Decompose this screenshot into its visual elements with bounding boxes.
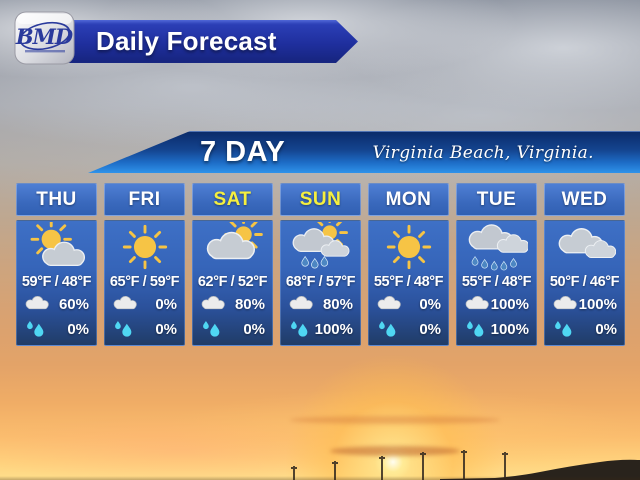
precip-percent: 100% <box>578 296 617 313</box>
treeline-silhouette <box>440 459 640 480</box>
cloud-streak <box>290 416 500 424</box>
precip-percent: 80% <box>322 296 353 313</box>
forecast-card-sun: SUN 68°F / 57°F 80% 100% <box>280 183 361 346</box>
precip-percent: 0% <box>67 321 89 338</box>
logo-swoosh <box>19 21 71 51</box>
hi-lo-temperature: 55°F / 48°F <box>461 274 532 290</box>
day-label: WED <box>544 183 625 216</box>
station-logo: BMD <box>14 11 75 65</box>
droplets-icon <box>112 320 138 339</box>
hi-lo-temperature: 68°F / 57°F <box>285 274 356 290</box>
rain-cloud-icon <box>112 295 138 314</box>
precip-row: 0% <box>369 317 448 342</box>
precip-percent: 100% <box>490 321 529 338</box>
forecast-card-wed: WED 50°F / 46°F 100% 0% <box>544 183 625 346</box>
utility-pole <box>420 452 426 480</box>
banner-title: Daily Forecast <box>96 26 277 56</box>
forecast-card-row: THU 59°F / 48°F 60% 0% FRI 65°F / 59°F <box>16 183 625 346</box>
precip-row: 100% <box>457 317 536 342</box>
card-body: 55°F / 48°F 0% 0% <box>368 220 449 346</box>
precip-row: 0% <box>17 317 96 342</box>
precip-row: 0% <box>369 292 448 317</box>
card-body: 55°F / 48°F 100% 100% <box>456 220 537 346</box>
card-body: 59°F / 48°F 60% 0% <box>16 220 97 346</box>
day-label: MON <box>368 183 449 216</box>
mostly-cloudy-icon <box>193 222 272 272</box>
card-body: 50°F / 46°F 100% 0% <box>544 220 625 346</box>
rain-cloud-icon <box>200 295 226 314</box>
rain-cloud-icon <box>464 295 490 314</box>
forecast-card-tue: TUE 55°F / 48°F 100% 100% <box>456 183 537 346</box>
logo-letters: BMD <box>15 24 74 49</box>
precip-percent: 0% <box>595 321 617 338</box>
precip-row: 80% <box>281 292 360 317</box>
card-body: 68°F / 57°F 80% 100% <box>280 220 361 346</box>
partly-cloudy-icon <box>17 222 96 272</box>
horizon-shade <box>0 476 640 480</box>
utility-pole <box>332 461 338 480</box>
precip-row: 0% <box>105 292 184 317</box>
day-label: SAT <box>192 183 273 216</box>
hi-lo-temperature: 59°F / 48°F <box>21 274 92 290</box>
cloud-streak <box>330 446 460 456</box>
seven-day-banner: 7 DAY Virginia Beach, Virginia. <box>88 131 640 173</box>
precip-row: 0% <box>545 317 624 342</box>
precip-row: 80% <box>193 292 272 317</box>
seven-day-title: 7 DAY <box>200 136 286 168</box>
hi-lo-temperature: 62°F / 52°F <box>197 274 268 290</box>
precip-percent: 100% <box>314 321 353 338</box>
precip-percent: 0% <box>155 321 177 338</box>
precip-row: 100% <box>545 292 624 317</box>
precip-percent: 100% <box>490 296 529 313</box>
droplets-icon <box>376 320 402 339</box>
precip-percent: 80% <box>234 296 265 313</box>
logo-tagline-line <box>25 50 65 53</box>
precip-percent: 60% <box>58 296 89 313</box>
rain-icon <box>457 222 536 272</box>
forecast-card-mon: MON 55°F / 48°F 0% 0% <box>368 183 449 346</box>
rain-cloud-icon <box>552 295 578 314</box>
droplets-icon <box>288 320 314 339</box>
forecast-card-sat: SAT 62°F / 52°F 80% 0% <box>192 183 273 346</box>
sunny-icon <box>105 222 184 272</box>
rain-cloud-icon <box>288 295 314 314</box>
droplets-icon <box>24 320 50 339</box>
precip-row: 0% <box>193 317 272 342</box>
utility-pole <box>379 456 385 480</box>
droplets-icon <box>200 320 226 339</box>
precip-row: 0% <box>105 317 184 342</box>
precip-percent: 0% <box>419 296 441 313</box>
daily-forecast-banner: Daily Forecast <box>44 20 358 63</box>
droplets-icon <box>464 320 490 339</box>
forecast-card-fri: FRI 65°F / 59°F 0% 0% <box>104 183 185 346</box>
day-label: TUE <box>456 183 537 216</box>
precip-percent: 0% <box>419 321 441 338</box>
location-label: Virginia Beach, Virginia. <box>372 143 594 163</box>
forecast-card-thu: THU 59°F / 48°F 60% 0% <box>16 183 97 346</box>
precip-row: 60% <box>17 292 96 317</box>
cloudy-icon <box>545 222 624 272</box>
utility-pole <box>461 450 467 480</box>
day-label: SUN <box>280 183 361 216</box>
precip-row: 100% <box>457 292 536 317</box>
hi-lo-temperature: 55°F / 48°F <box>373 274 444 290</box>
rain-cloud-icon <box>376 295 402 314</box>
droplets-icon <box>552 320 578 339</box>
sunny-icon <box>369 222 448 272</box>
day-label: FRI <box>104 183 185 216</box>
hi-lo-temperature: 65°F / 59°F <box>109 274 180 290</box>
day-label: THU <box>16 183 97 216</box>
rain-cloud-icon <box>24 295 50 314</box>
hi-lo-temperature: 50°F / 46°F <box>549 274 620 290</box>
precip-percent: 0% <box>155 296 177 313</box>
sun-showers-icon <box>281 222 360 272</box>
precip-percent: 0% <box>243 321 265 338</box>
utility-pole <box>291 466 297 480</box>
card-body: 65°F / 59°F 0% 0% <box>104 220 185 346</box>
utility-pole <box>502 452 508 478</box>
card-body: 62°F / 52°F 80% 0% <box>192 220 273 346</box>
precip-row: 100% <box>281 317 360 342</box>
